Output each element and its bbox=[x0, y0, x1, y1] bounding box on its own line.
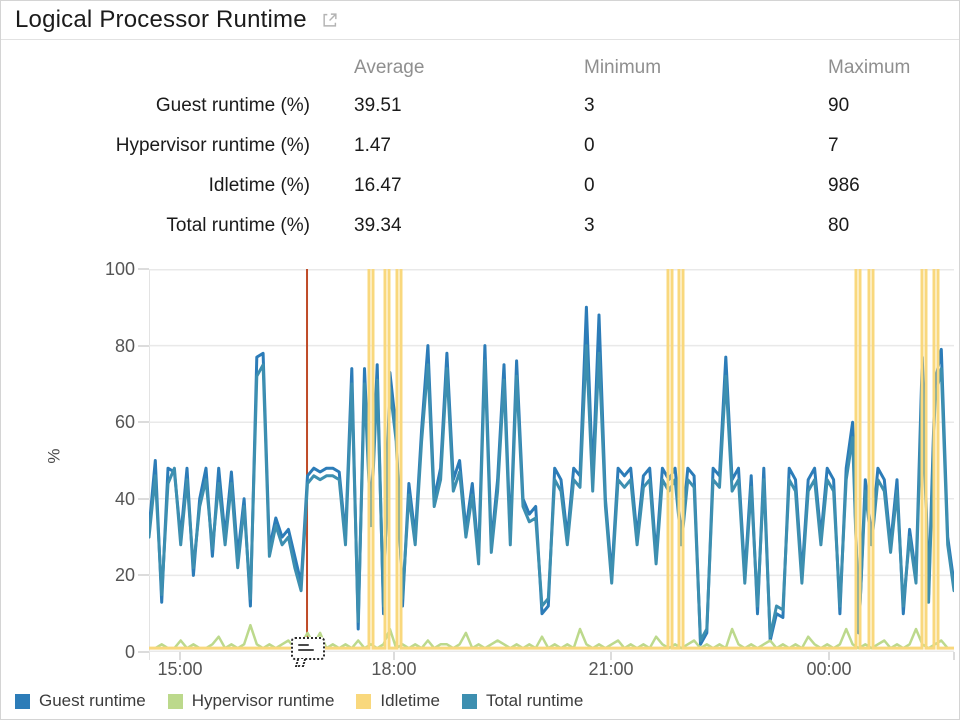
stat-row-label: Total runtime (%) bbox=[166, 215, 310, 236]
annotation-text-line bbox=[298, 644, 309, 646]
x-tick-label-18:00: 18:00 bbox=[371, 659, 417, 679]
annotation-text-line bbox=[298, 649, 314, 651]
stats-corner-cell bbox=[1, 50, 354, 86]
x-tick-mark bbox=[392, 652, 395, 660]
stat-column-header: Average bbox=[354, 57, 425, 78]
stat-column-header: Maximum bbox=[828, 57, 911, 78]
y-tick-label-20: 20 bbox=[114, 565, 135, 586]
stat-maximum-value: 80 bbox=[828, 215, 850, 236]
legend-item-guest-runtime[interactable]: Guest runtime bbox=[15, 691, 146, 711]
legend-swatch bbox=[167, 693, 183, 709]
hypervisor-runtime-line bbox=[149, 623, 954, 650]
x-tick-label-15:00: 15:00 bbox=[157, 659, 203, 679]
stat-average-value: 39.51 bbox=[354, 95, 402, 116]
open-in-new-window-icon[interactable] bbox=[321, 11, 339, 29]
annotation-bubble-tail bbox=[294, 659, 307, 667]
stat-minimum-value: 0 bbox=[584, 135, 595, 156]
widget-titlebar: Logical Processor Runtime bbox=[1, 1, 959, 40]
stat-maximum-value: 7 bbox=[828, 135, 839, 156]
x-tick-label-00:00: 00:00 bbox=[806, 659, 852, 679]
y-tick-label-0: 0 bbox=[124, 642, 135, 662]
stat-row-label: Hypervisor runtime (%) bbox=[115, 135, 310, 156]
y-tick-mark bbox=[138, 574, 149, 577]
legend-swatch bbox=[461, 693, 477, 709]
stat-row-label: Idletime (%) bbox=[208, 175, 310, 196]
x-tick-mark bbox=[827, 652, 830, 660]
x-tick-mark bbox=[178, 652, 181, 660]
stat-minimum-value: 0 bbox=[584, 175, 595, 196]
y-axis-line bbox=[149, 269, 150, 660]
stat-minimum-value: 3 bbox=[584, 215, 595, 236]
y-tick-label-80: 80 bbox=[114, 335, 135, 356]
stat-average-value: 39.34 bbox=[354, 215, 402, 236]
stat-maximum-value: 986 bbox=[828, 175, 860, 196]
total-runtime-line bbox=[149, 344, 954, 642]
page-title: Logical Processor Runtime bbox=[15, 6, 307, 33]
chart-legend: Guest runtime Hypervisor runtime Idletime T… bbox=[15, 691, 583, 711]
y-tick-mark bbox=[138, 268, 149, 270]
legend-label: Hypervisor runtime bbox=[191, 691, 335, 710]
y-tick-mark bbox=[138, 497, 149, 500]
y-tick-mark bbox=[138, 344, 149, 347]
y-axis-title: % bbox=[44, 448, 64, 464]
y-tick-label-100: 100 bbox=[104, 259, 135, 279]
stat-column-header: Minimum bbox=[584, 57, 662, 78]
stat-minimum-value: 3 bbox=[584, 95, 595, 116]
legend-item-hypervisor-runtime[interactable]: Hypervisor runtime bbox=[167, 691, 335, 711]
y-tick-mark bbox=[138, 421, 149, 424]
y-tick-label-40: 40 bbox=[114, 488, 135, 509]
legend-swatch bbox=[15, 693, 30, 709]
legend-item-total-runtime[interactable]: Total runtime bbox=[461, 691, 584, 711]
x-tick-label-21:00: 21:00 bbox=[588, 659, 634, 679]
y-tick-label-60: 60 bbox=[114, 412, 135, 433]
legend-label: Total runtime bbox=[485, 691, 584, 710]
guest-runtime-line bbox=[149, 305, 954, 646]
x-tick-mark bbox=[609, 652, 612, 660]
legend-label: Idletime bbox=[380, 691, 440, 710]
stat-average-value: 16.47 bbox=[354, 175, 402, 196]
y-tick-mark bbox=[138, 651, 149, 653]
legend-item-idletime[interactable]: Idletime bbox=[356, 691, 440, 711]
legend-label: Guest runtime bbox=[39, 691, 146, 710]
legend-swatch bbox=[356, 693, 372, 709]
runtime-chart bbox=[149, 269, 954, 652]
stat-average-value: 1.47 bbox=[354, 135, 391, 156]
idletime-line bbox=[149, 269, 954, 650]
stat-row-label: Guest runtime (%) bbox=[155, 95, 310, 116]
stat-maximum-value: 90 bbox=[828, 95, 850, 116]
stats-table: Average Minimum Maximum Guest runtime (%) 39… bbox=[1, 50, 959, 246]
event-annotation-icon[interactable] bbox=[291, 637, 325, 667]
x-axis-end-tick bbox=[953, 652, 955, 660]
